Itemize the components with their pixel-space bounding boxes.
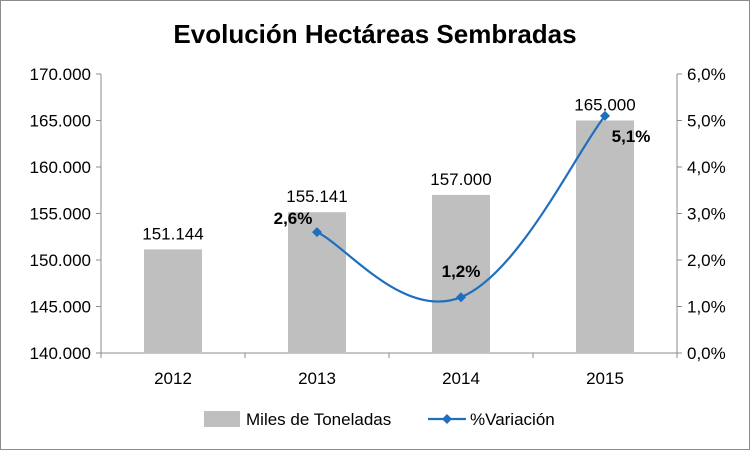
left-axis-tick-label: 170.000 bbox=[30, 65, 91, 84]
variation-data-label: 2,6% bbox=[274, 209, 313, 228]
variation-marker bbox=[312, 227, 322, 238]
bar bbox=[144, 249, 202, 353]
variation-data-label: 1,2% bbox=[442, 262, 481, 281]
bar-data-label: 165.000 bbox=[574, 96, 635, 115]
bar bbox=[432, 194, 490, 353]
bar-data-label: 151.144 bbox=[142, 224, 203, 243]
left-axis-tick-label: 160.000 bbox=[30, 158, 91, 177]
left-axis-tick-label: 150.000 bbox=[30, 251, 91, 270]
right-axis-tick-label: 1,0% bbox=[687, 298, 726, 317]
x-axis-tick-label: 2015 bbox=[586, 369, 624, 388]
left-axis-tick-label: 145.000 bbox=[30, 298, 91, 317]
x-axis-tick-label: 2012 bbox=[154, 369, 192, 388]
bar-data-label: 155.141 bbox=[286, 187, 347, 206]
left-axis-tick-label: 155.000 bbox=[30, 205, 91, 224]
x-axis-tick-label: 2013 bbox=[298, 369, 336, 388]
right-axis-tick-label: 2,0% bbox=[687, 251, 726, 270]
left-axis-tick-label: 140.000 bbox=[30, 344, 91, 363]
right-axis-tick-label: 5,0% bbox=[687, 112, 726, 131]
right-axis-tick-label: 4,0% bbox=[687, 158, 726, 177]
variation-marker bbox=[600, 110, 610, 121]
legend-marker-variation bbox=[442, 414, 452, 424]
legend-label-variation: %Variación bbox=[470, 410, 555, 429]
variation-marker bbox=[456, 292, 466, 303]
variation-data-label: 5,1% bbox=[612, 127, 651, 146]
x-axis-tick-label: 2014 bbox=[442, 369, 480, 388]
legend-label-bar: Miles de Toneladas bbox=[246, 410, 391, 429]
right-axis-tick-label: 3,0% bbox=[687, 205, 726, 224]
right-axis-tick-label: 0,0% bbox=[687, 344, 726, 363]
bar-data-label: 157.000 bbox=[430, 170, 491, 189]
bar bbox=[576, 120, 634, 353]
legend-swatch-bar bbox=[204, 411, 240, 427]
chart-title: Evolución Hectáreas Sembradas bbox=[173, 19, 576, 49]
right-axis-tick-label: 6,0% bbox=[687, 65, 726, 84]
left-axis-tick-label: 165.000 bbox=[30, 112, 91, 131]
